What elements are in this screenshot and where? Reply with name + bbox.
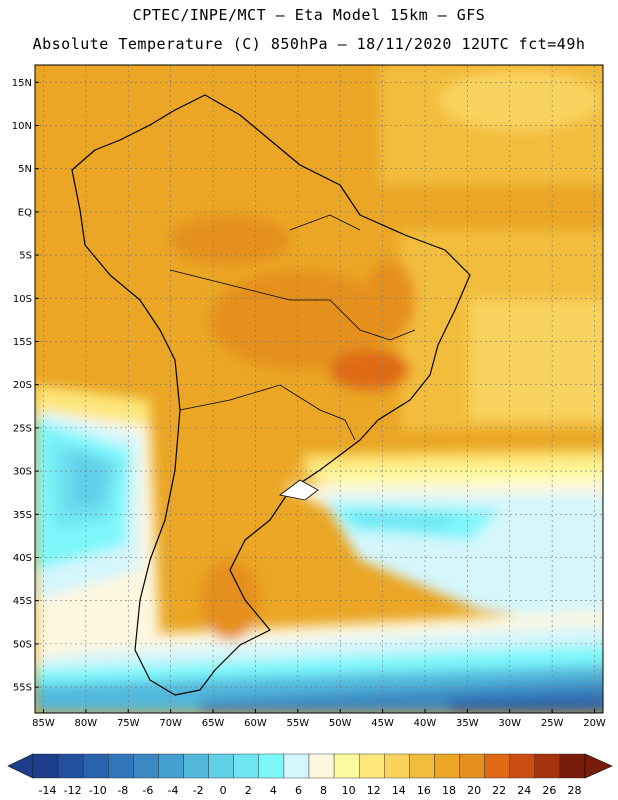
colorbar-label: -2 xyxy=(193,784,204,797)
colorbar-swatch xyxy=(484,753,510,779)
colorbar-swatch xyxy=(559,753,586,779)
colorbar-swatch xyxy=(32,753,59,779)
lon-label: 25W xyxy=(541,718,564,729)
colorbar-label: 6 xyxy=(295,784,302,797)
colorbar-label: 2 xyxy=(245,784,252,797)
colorbar-label: 0 xyxy=(220,784,227,797)
lon-label: 30W xyxy=(498,718,521,729)
title-line-1: CPTEC/INPE/MCT – Eta Model 15km – GFS xyxy=(132,6,486,24)
colorbar-label: -10 xyxy=(89,784,107,797)
lon-label: 55W xyxy=(286,718,309,729)
colorbar-label: 22 xyxy=(492,784,506,797)
colorbar-swatch xyxy=(208,753,234,779)
colorbar-swatch xyxy=(108,753,134,779)
grid-lines xyxy=(35,65,603,713)
colorbar-label: -14 xyxy=(39,784,57,797)
colorbar-swatch xyxy=(233,753,260,779)
colorbar-swatch xyxy=(258,753,285,779)
map-frame xyxy=(34,64,604,714)
colorbar-swatch xyxy=(534,753,561,779)
colorbar-swatch xyxy=(57,753,84,779)
lat-label: 10S xyxy=(13,294,32,305)
lon-label: 70W xyxy=(159,718,182,729)
colorbar-label: 20 xyxy=(467,784,481,797)
colorbar-label: -4 xyxy=(168,784,179,797)
lon-label: 20W xyxy=(583,718,606,729)
lat-label: 35S xyxy=(13,510,32,521)
colorbar-arrow-left xyxy=(7,753,34,779)
colorbar-swatch xyxy=(434,753,460,779)
lon-label: 80W xyxy=(75,718,98,729)
colorbar-label: 28 xyxy=(567,784,581,797)
coastlines xyxy=(71,94,471,696)
colorbar-swatch xyxy=(82,753,109,779)
colorbar-swatch xyxy=(333,753,360,779)
lat-label: 55S xyxy=(13,683,32,694)
lon-label: 60W xyxy=(244,718,267,729)
lat-label: 45S xyxy=(13,596,32,607)
colorbar-label: -8 xyxy=(117,784,128,797)
longitude-labels: 85W 80W 75W 70W 65W 60W 55W 50W 45W 40W 35W 30W 25W 2… xyxy=(32,709,606,729)
colorbar-label: -6 xyxy=(142,784,153,797)
lat-label: 30S xyxy=(13,467,32,478)
lon-label: 85W xyxy=(32,718,55,729)
colorbar-swatch xyxy=(409,753,435,779)
colorbar-swatch xyxy=(459,753,485,779)
colorbar-swatch xyxy=(384,753,410,779)
lon-label: 75W xyxy=(117,718,140,729)
lat-label: 50S xyxy=(13,639,32,650)
colorbar-swatch xyxy=(133,753,159,779)
colorbar-swatch xyxy=(358,753,385,779)
colorbar-label: 18 xyxy=(442,784,456,797)
lat-label: 15S xyxy=(13,337,32,348)
lon-label: 35W xyxy=(456,718,479,729)
temperature-field xyxy=(35,65,603,713)
lon-label: 50W xyxy=(329,718,352,729)
colorbar-swatch xyxy=(283,753,310,779)
lat-label: 40S xyxy=(13,553,32,564)
colorbar-label: 16 xyxy=(417,784,431,797)
lon-label: 40W xyxy=(414,718,437,729)
colorbar-label: 14 xyxy=(392,784,406,797)
lat-label: 10N xyxy=(12,121,32,132)
lon-label: 65W xyxy=(202,718,225,729)
colorbar-swatch xyxy=(308,753,335,779)
colorbar-label: 12 xyxy=(367,784,381,797)
lat-label: 20S xyxy=(13,380,32,391)
colorbar-label: 24 xyxy=(517,784,531,797)
colorbar-label: -12 xyxy=(64,784,82,797)
lat-label: 5N xyxy=(18,164,32,175)
colorbar-swatch xyxy=(183,753,209,779)
colorbar-swatch xyxy=(158,753,184,779)
colorbar-swatch xyxy=(509,753,536,779)
title-line-2: Absolute Temperature (C) 850hPa – 18/11/… xyxy=(32,35,586,53)
lat-label: 25S xyxy=(13,423,32,434)
lat-label: 5S xyxy=(19,251,32,262)
colorbar: -14 -12 -10 -8 -6 -4 -2 0 2 4 6 8 10 12 14 16 18 20 22 24 26… xyxy=(7,753,613,797)
lat-label: 15N xyxy=(12,78,32,89)
lon-label: 45W xyxy=(371,718,394,729)
colorbar-label: 4 xyxy=(270,784,277,797)
colorbar-label: 26 xyxy=(542,784,556,797)
colorbar-label: 8 xyxy=(320,784,327,797)
colorbar-label: 10 xyxy=(342,784,356,797)
lat-label: EQ xyxy=(18,207,32,218)
colorbar-arrow-right xyxy=(584,753,613,779)
latitude-labels: 15N 10N 5N EQ 5S 10S 15S 20S 25S 30S 35S 40S 45S 50S 5… xyxy=(12,78,39,694)
